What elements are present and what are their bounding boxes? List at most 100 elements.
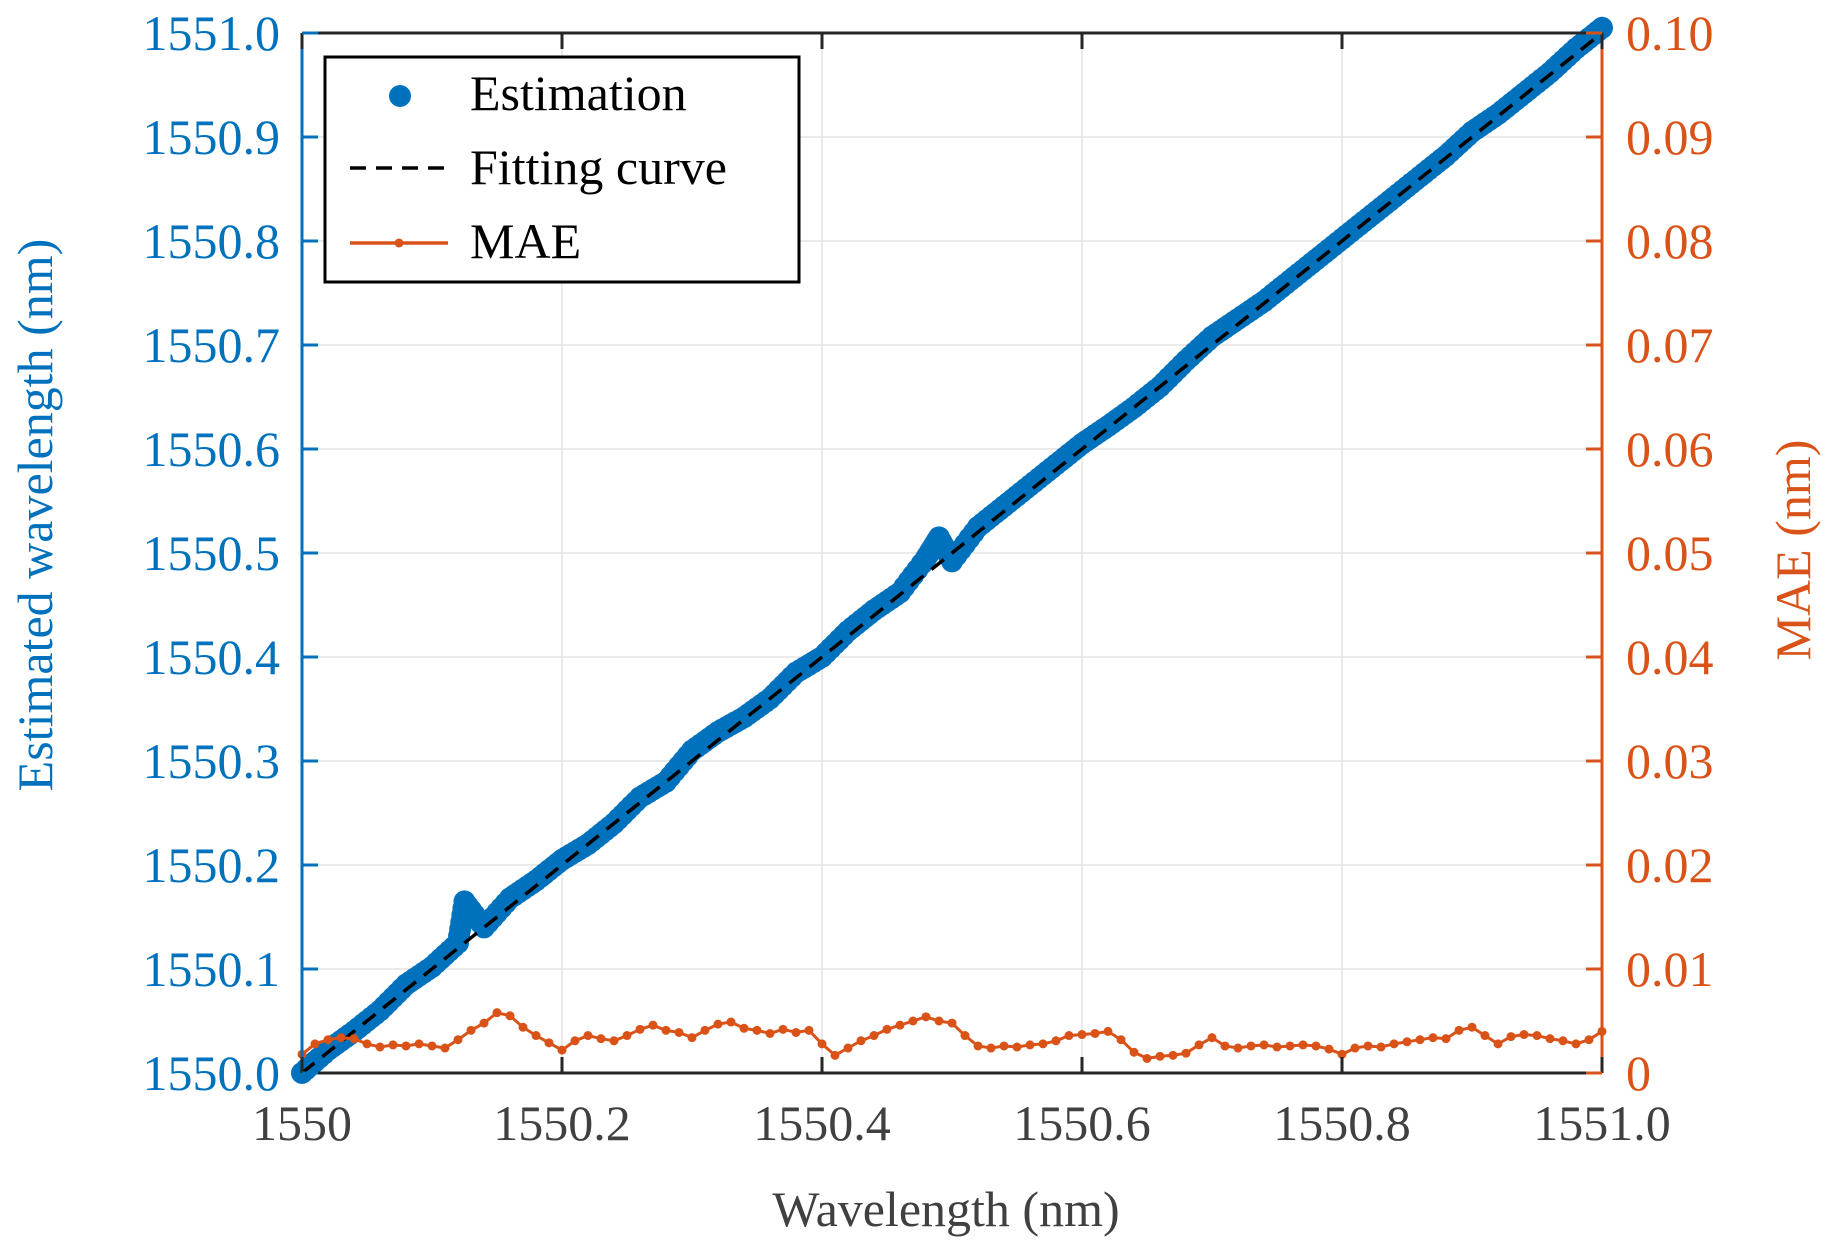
y-right-tick-label: 0.09 <box>1626 109 1714 165</box>
x-tick-label: 1551.0 <box>1533 1095 1671 1151</box>
x-tick-label: 1550.8 <box>1273 1095 1411 1151</box>
mae-point <box>1298 1040 1308 1050</box>
mae-point <box>1064 1031 1074 1041</box>
y-right-tick-label: 0.08 <box>1626 213 1714 269</box>
mae-point <box>1259 1040 1269 1050</box>
mae-point <box>583 1031 593 1041</box>
mae-point <box>1337 1049 1347 1059</box>
mae-point <box>1428 1033 1438 1043</box>
y-left-tick-label: 1550.2 <box>143 837 281 893</box>
mae-point <box>401 1041 411 1051</box>
mae-point <box>1142 1053 1152 1063</box>
y-right-tick-label: 0.03 <box>1626 733 1714 789</box>
legend-mae-marker <box>394 238 404 248</box>
mae-point <box>1233 1043 1243 1053</box>
mae-point <box>895 1020 905 1030</box>
axes: 1550 1550.2 1550.4 1550.6 1550.8 1551.0 1550.0… <box>143 5 1714 1151</box>
y-left-tick-label: 1550.5 <box>143 525 281 581</box>
series-mae <box>297 1008 1607 1063</box>
mae-point <box>440 1043 450 1053</box>
mae-point <box>739 1023 749 1033</box>
mae-point <box>596 1034 606 1044</box>
mae-point <box>453 1035 463 1045</box>
mae-point <box>544 1038 554 1048</box>
mae-point <box>1272 1042 1282 1052</box>
mae-point <box>1103 1026 1113 1036</box>
y-axis-right-label: MAE (nm) <box>1765 440 1821 661</box>
mae-point <box>791 1027 801 1037</box>
mae-point <box>973 1041 983 1051</box>
mae-point <box>856 1036 866 1046</box>
fitting-curve <box>300 31 1604 1075</box>
x-tick-label: 1550 <box>252 1095 352 1151</box>
y-left-tick-label: 1551.0 <box>143 5 281 61</box>
mae-point <box>687 1033 697 1043</box>
mae-point <box>830 1050 840 1060</box>
mae-point <box>934 1016 944 1026</box>
legend-mae-label: MAE <box>470 213 581 269</box>
y-right-tick-label: 0.04 <box>1626 629 1714 685</box>
mae-point <box>310 1039 320 1049</box>
mae-point <box>1558 1036 1568 1046</box>
x-tick-label: 1550.6 <box>1013 1095 1151 1151</box>
legend: Estimation Fitting curve MAE <box>323 55 801 284</box>
mae-point <box>726 1017 736 1027</box>
y-left-tick-label: 1550.3 <box>143 733 281 789</box>
y-left-tick-label: 1550.7 <box>143 317 281 373</box>
y-right-tick-label: 0.02 <box>1626 837 1714 893</box>
mae-point <box>622 1031 632 1041</box>
mae-point <box>1480 1031 1490 1041</box>
mae-point <box>1454 1025 1464 1035</box>
y-right-tick-label: 0.07 <box>1626 317 1714 373</box>
mae-point <box>804 1025 814 1035</box>
mae-point <box>1311 1041 1321 1051</box>
mae-point <box>1441 1034 1451 1044</box>
mae-point <box>362 1039 372 1049</box>
y-right-tick-label: 0.05 <box>1626 525 1714 581</box>
mae-point <box>466 1025 476 1035</box>
mae-point <box>843 1043 853 1053</box>
mae-point <box>869 1031 879 1041</box>
mae-point <box>492 1008 502 1018</box>
mae-point <box>661 1025 671 1035</box>
y-left-tick-label: 1550.6 <box>143 421 281 477</box>
y-left-tick-label: 1550.9 <box>143 109 281 165</box>
mae-point <box>908 1016 918 1026</box>
mae-point <box>1402 1037 1412 1047</box>
mae-point <box>505 1011 515 1021</box>
mae-point <box>388 1040 398 1050</box>
mae-point <box>765 1028 775 1038</box>
legend-fit-label: Fitting curve <box>470 139 727 195</box>
mae-point <box>1324 1044 1334 1054</box>
mae-point <box>1012 1042 1022 1052</box>
mae-point <box>1519 1030 1529 1040</box>
y-right-tick-label: 0.06 <box>1626 421 1714 477</box>
mae-point <box>323 1035 333 1045</box>
mae-point <box>336 1033 346 1043</box>
mae-point <box>1025 1040 1035 1050</box>
mae-point <box>1168 1050 1178 1060</box>
legend-estimation-label: Estimation <box>470 65 687 121</box>
y-right-tick-label: 0.10 <box>1626 5 1714 61</box>
y-right-tick-label: 0 <box>1626 1045 1651 1101</box>
mae-point <box>1194 1040 1204 1050</box>
mae-point <box>1467 1022 1477 1032</box>
mae-point <box>947 1018 957 1028</box>
mae-point <box>1389 1039 1399 1049</box>
mae-point <box>1038 1039 1048 1049</box>
mae-point <box>1285 1041 1295 1051</box>
plot-data <box>291 16 1613 1084</box>
y-left-tick-label: 1550.4 <box>143 629 281 685</box>
mae-point <box>1090 1028 1100 1038</box>
mae-point <box>713 1019 723 1029</box>
mae-point <box>1415 1035 1425 1045</box>
y-axis-left-label: Estimated wavelength (nm) <box>7 239 63 792</box>
mae-point <box>1077 1030 1087 1040</box>
mae-point <box>700 1025 710 1035</box>
mae-point <box>375 1042 385 1052</box>
mae-point <box>1246 1041 1256 1051</box>
mae-point <box>1506 1032 1516 1042</box>
mae-point <box>1545 1034 1555 1044</box>
mae-point <box>817 1039 827 1049</box>
